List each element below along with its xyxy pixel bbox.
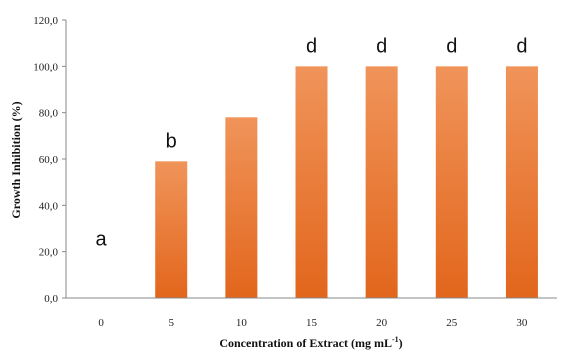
y-tick-label: 0,0 <box>44 293 58 305</box>
x-axis-title-main: Concentration of Extract (mg mL <box>219 336 392 350</box>
x-tick-label: 5 <box>168 317 174 329</box>
bar-20 <box>365 66 398 298</box>
significance-letter: b <box>166 130 177 152</box>
significance-letter: d <box>306 35 317 57</box>
significance-letter: a <box>96 229 108 251</box>
x-tick-label: 15 <box>306 317 318 329</box>
bar-15 <box>295 66 328 298</box>
y-axis-ticks: 0,0 20,0 40,0 60,0 80,0 100,0 120,0 <box>33 15 66 305</box>
significance-letter: d <box>516 35 527 57</box>
x-axis-title-end: ) <box>399 336 403 350</box>
y-tick-label: 80,0 <box>39 108 59 120</box>
significance-letters: a b d d d d <box>96 35 528 250</box>
x-axis-title: Concentration of Extract (mg mL-1) <box>219 335 402 350</box>
x-tick-label: 10 <box>236 317 248 329</box>
significance-letter: d <box>376 35 387 57</box>
bar-25 <box>435 66 468 298</box>
x-axis-title-sup: -1 <box>392 335 399 344</box>
bar-30 <box>505 66 538 298</box>
x-tick-label: 20 <box>376 317 388 329</box>
x-axis-ticks: 0 5 10 15 20 25 30 <box>98 317 528 329</box>
bar-10 <box>225 117 258 298</box>
y-tick-label: 120,0 <box>33 15 58 27</box>
x-tick-label: 0 <box>98 317 104 329</box>
y-tick-label: 40,0 <box>39 200 59 212</box>
y-tick-label: 100,0 <box>33 61 58 73</box>
y-tick-label: 60,0 <box>39 154 59 166</box>
x-tick-label: 25 <box>446 317 458 329</box>
y-tick-label: 20,0 <box>39 247 59 259</box>
x-tick-label: 30 <box>516 317 528 329</box>
bars <box>155 66 538 298</box>
y-axis-title: Growth Inhibition (%) <box>9 101 23 218</box>
significance-letter: d <box>446 35 457 57</box>
bar-5 <box>155 161 188 298</box>
